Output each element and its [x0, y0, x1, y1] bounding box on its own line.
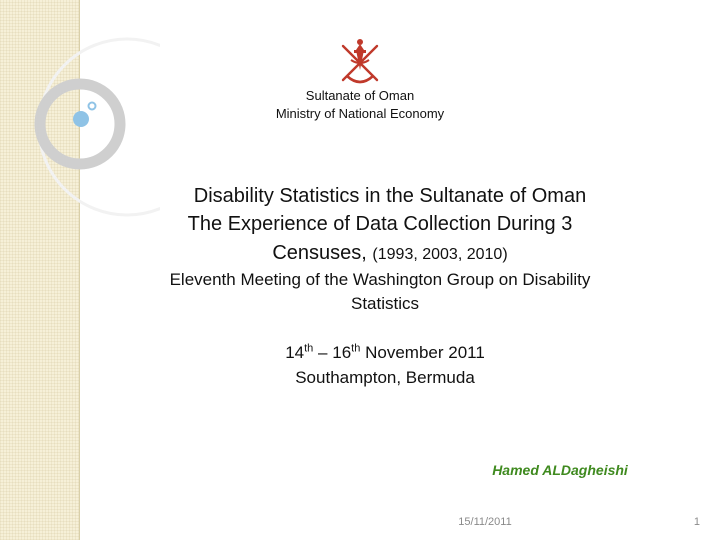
header-country: Sultanate of Oman: [305, 88, 415, 103]
blue-dot-icon: [73, 111, 89, 127]
event-location: Southampton, Bermuda: [295, 368, 475, 387]
meeting-line-1: Eleventh Meeting of the Washington Group…: [169, 270, 591, 289]
title-line-3: Censuses, (1993, 2003, 2010): [100, 240, 680, 268]
decorative-rings: [34, 37, 160, 217]
event-dash: –: [318, 343, 328, 362]
oman-national-emblem-icon: [341, 39, 379, 84]
event-month-year: November 2011: [365, 343, 485, 362]
small-dot-icon: [87, 101, 97, 111]
title-line-1: Disability Statistics in the Sultanate o…: [193, 185, 587, 207]
meeting-line-2: Statistics: [350, 294, 420, 313]
author-name: Hamed ALDagheishi: [492, 462, 628, 478]
header-ministry: Ministry of National Economy: [275, 106, 445, 121]
title-line-2: The Experience of Data Collection During…: [187, 213, 573, 235]
title-censuses: Censuses,: [272, 242, 367, 264]
side-band-border: [79, 0, 80, 540]
event-end-suffix: th: [351, 342, 361, 355]
event-start-day: 14: [285, 343, 305, 362]
page-number: 1: [693, 516, 700, 528]
event-end-day: 16: [332, 343, 352, 362]
event-dates: 14th – 16th November 2011: [150, 340, 620, 366]
footer-date: 15/11/2011: [458, 516, 512, 528]
title-census-years: (1993, 2003, 2010): [372, 246, 508, 263]
event-start-suffix: th: [304, 342, 314, 355]
inner-ring-icon: [34, 78, 126, 170]
